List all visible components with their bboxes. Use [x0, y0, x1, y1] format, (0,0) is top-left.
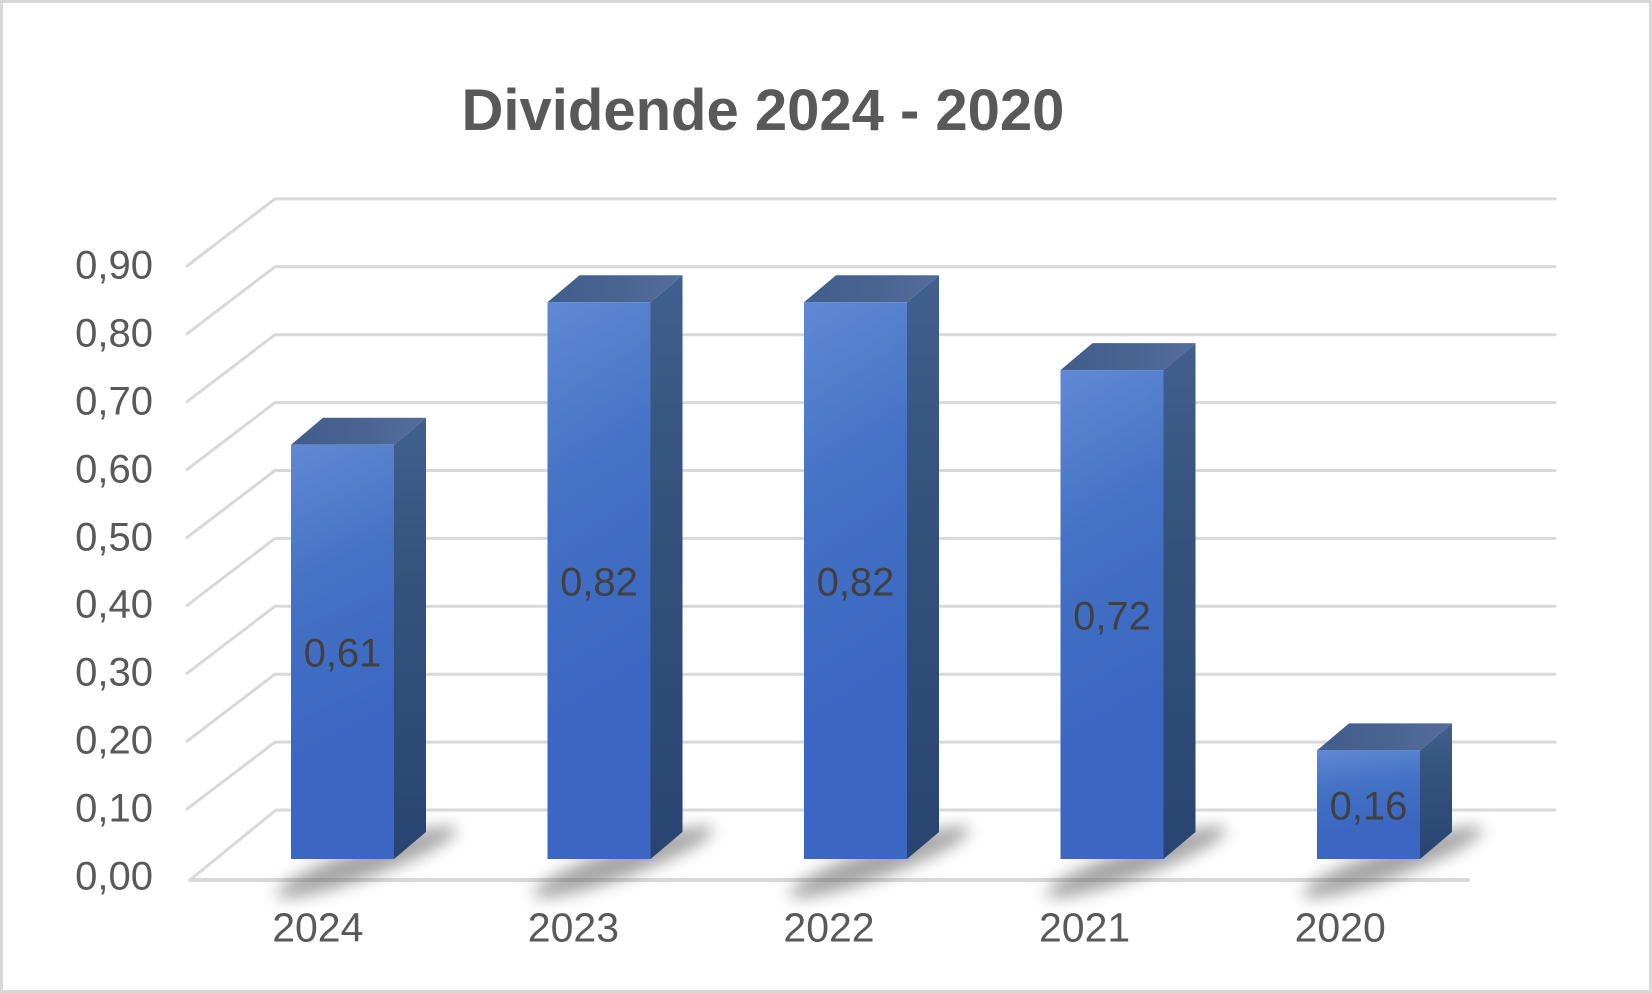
bar-top-face [1060, 343, 1196, 371]
bar-front-face [804, 302, 907, 860]
bar-side-face [650, 275, 683, 860]
bar-top-face [1317, 723, 1452, 751]
bar-front-face [547, 302, 651, 860]
bar-2024[interactable] [291, 417, 426, 859]
bar-shadow [789, 826, 970, 898]
bar-side-face [394, 417, 426, 859]
chart-title: Dividende 2024 - 2020 [461, 78, 1065, 143]
bar-side-face [1163, 343, 1196, 859]
bar-2023[interactable] [547, 275, 683, 860]
bar-shadow [276, 826, 457, 898]
bar-2022[interactable] [804, 275, 939, 860]
gridline [185, 265, 1557, 336]
bar-top-face [547, 275, 683, 303]
bar-side-face [907, 275, 939, 860]
bar-2020[interactable] [1317, 723, 1452, 859]
plot-area [185, 197, 1557, 898]
bar-2021[interactable] [1060, 343, 1196, 859]
bar-front-face [1060, 370, 1164, 859]
bar-top-face [804, 275, 939, 303]
bar-front-face [291, 444, 394, 859]
bar-front-face [1317, 750, 1420, 859]
bar-top-face [291, 417, 426, 445]
gridline [185, 197, 1557, 268]
bar-shadow [532, 826, 714, 898]
bar-shadow [1302, 826, 1483, 898]
gridline [185, 333, 1557, 404]
bar-side-face [1420, 723, 1452, 859]
bar-shadow [1045, 826, 1227, 898]
